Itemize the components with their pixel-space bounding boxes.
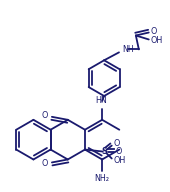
Text: NH₂: NH₂ <box>95 174 110 183</box>
Text: O: O <box>151 27 157 36</box>
Text: OH: OH <box>151 36 163 45</box>
Text: O: O <box>116 147 122 156</box>
Text: O: O <box>42 159 48 168</box>
Text: S: S <box>102 147 108 156</box>
Text: NH: NH <box>122 45 134 54</box>
Text: HN: HN <box>95 96 107 105</box>
Text: O: O <box>42 111 48 120</box>
Text: OH: OH <box>114 156 126 165</box>
Text: O: O <box>114 139 120 148</box>
